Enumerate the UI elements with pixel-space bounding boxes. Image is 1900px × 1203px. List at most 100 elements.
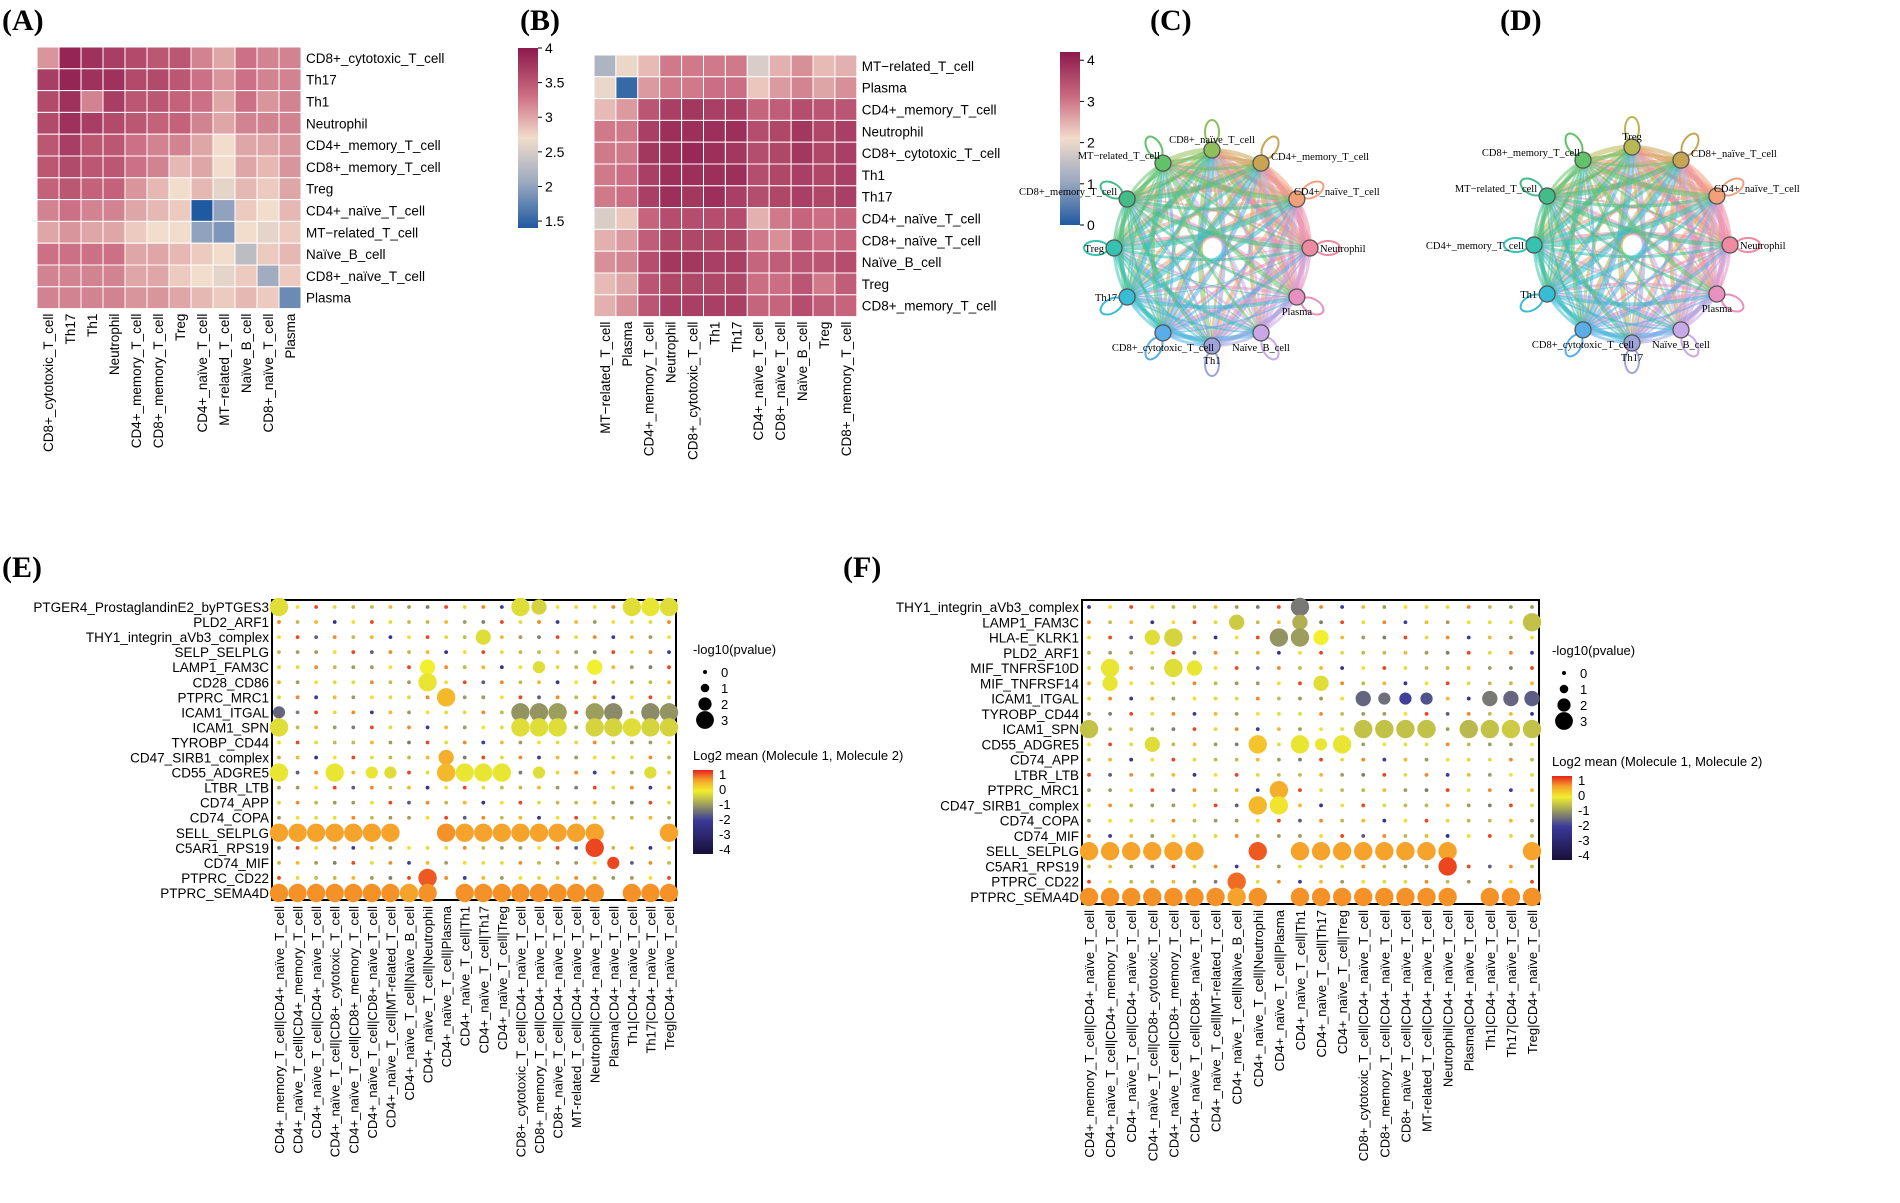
heatmap-cell [681, 294, 704, 318]
heatmap-cell [659, 163, 683, 187]
column-label: CD4+_naïve_T_cell|CD8+_naïve_T_cell [365, 906, 380, 1139]
heatmap-cell [724, 141, 748, 165]
heatmap-cell [790, 207, 814, 230]
dot [1340, 635, 1345, 640]
dot [585, 703, 604, 722]
heatmap-cell [812, 119, 836, 143]
dot [444, 785, 449, 790]
dot [407, 665, 411, 670]
dot [277, 876, 281, 880]
heatmap-cell [593, 272, 617, 296]
colorbar-label: -3 [1578, 833, 1590, 848]
row-label: CD74_MIF [204, 856, 269, 871]
dot [481, 620, 486, 624]
dot [1445, 711, 1450, 716]
dot [1361, 757, 1366, 762]
heatmap-cell [593, 185, 617, 209]
dot [592, 680, 597, 685]
size-legend-label: 2 [721, 697, 728, 712]
dot [1319, 834, 1323, 838]
dot [1445, 742, 1450, 747]
heatmap-cell [256, 264, 280, 288]
dot [407, 800, 411, 805]
column-label: Plasma|CD4+_naïve_T_cell [606, 906, 621, 1067]
dot [407, 815, 411, 820]
dot [499, 605, 504, 609]
dot [622, 597, 642, 617]
network-node [1288, 190, 1306, 208]
dot [1276, 864, 1281, 869]
dot [295, 770, 300, 775]
dot [1164, 842, 1183, 861]
dot [1403, 864, 1408, 869]
heatmap-cell [36, 264, 60, 288]
dot [1229, 614, 1245, 630]
network-node [1708, 285, 1726, 303]
dot [1108, 711, 1112, 716]
colorbar-label: 4 [1087, 52, 1095, 68]
heatmap-cell [146, 177, 170, 201]
dot [1171, 711, 1176, 716]
dot [499, 680, 504, 685]
heatmap-cell [234, 155, 258, 179]
dot [1319, 788, 1323, 793]
dot [288, 823, 307, 842]
dot [1487, 650, 1492, 655]
column-label: Neutrophil|CD4+_naïve_T_cell [588, 906, 603, 1083]
dot [351, 620, 356, 624]
heatmap-cell [593, 76, 617, 100]
dot [1234, 772, 1239, 777]
dot [388, 695, 393, 700]
dot [462, 876, 467, 880]
network-node [1538, 285, 1556, 303]
row-label: Neutrophil [306, 116, 368, 131]
network-node [1708, 187, 1726, 205]
dot [325, 883, 344, 903]
dot [1087, 666, 1091, 670]
dot [407, 605, 411, 609]
row-label: CD74_COPA [1000, 814, 1079, 829]
dot [1382, 803, 1387, 808]
dot [1487, 772, 1492, 777]
dot [1129, 711, 1134, 716]
dot [518, 785, 523, 790]
dot [369, 695, 374, 700]
dot [1445, 620, 1450, 625]
dot [1445, 650, 1450, 655]
dot [332, 710, 337, 715]
dot [1487, 620, 1492, 625]
dot [369, 635, 374, 640]
dot [1361, 803, 1366, 808]
dot [1087, 788, 1091, 793]
dot [511, 597, 530, 617]
node-label: Neutrophil [1320, 244, 1366, 255]
heatmap-cell [278, 155, 302, 179]
dot [1129, 635, 1134, 640]
dot [529, 703, 549, 722]
dot [1255, 727, 1260, 732]
heatmap-cell [746, 98, 770, 121]
dot [1234, 696, 1239, 701]
dot [295, 650, 300, 655]
column-label: CD4+_memory_T_cell|CD4+_naïve_T_cell [272, 906, 287, 1154]
dot [1319, 696, 1323, 701]
dot [1417, 887, 1436, 907]
heatmap-cell [190, 111, 214, 135]
dot [1234, 818, 1239, 823]
column-label: MT−related_T_cell [598, 322, 613, 434]
column-label: Neutrophil [664, 322, 679, 384]
dot [1171, 605, 1176, 609]
dot [314, 876, 319, 880]
dot [1290, 887, 1310, 907]
dot [1213, 666, 1218, 670]
heatmap-cell [36, 220, 60, 244]
dot [585, 883, 604, 903]
heatmap-cell [168, 111, 192, 135]
dot [641, 703, 660, 722]
heatmap-cell [102, 68, 126, 92]
dot [277, 860, 281, 865]
heatmap-cell [256, 199, 280, 222]
dot [1522, 613, 1542, 632]
dot [1213, 620, 1218, 625]
node-label: CD8+_naïve_T_cell [1691, 149, 1777, 160]
